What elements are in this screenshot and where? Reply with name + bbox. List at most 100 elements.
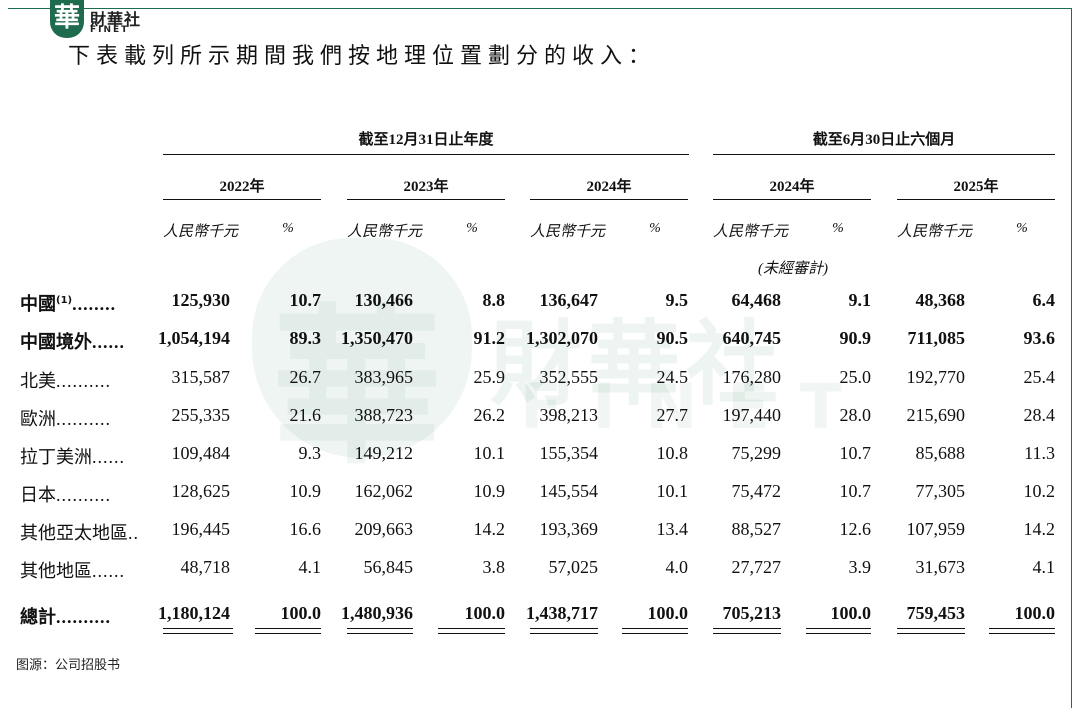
total-double-rule (897, 628, 965, 634)
percent-cell: 24.5 (656, 367, 689, 387)
amount-cell: 711,085 (907, 328, 965, 348)
row-label-text: 日本 (20, 485, 56, 506)
percent-cell: 3.9 (848, 557, 872, 577)
amount-cell: 196,445 (171, 519, 231, 539)
table-row: 中國(1)........ 125,930 10.7 130,466 8.8 136,64… (0, 290, 1080, 320)
total-double-rule (530, 628, 598, 634)
total-double-rule (255, 628, 321, 634)
percent-cell: 4.1 (298, 557, 322, 577)
percent-cell: 25.4 (1023, 367, 1056, 387)
row-label: 其他地區...... (20, 557, 138, 583)
amount-cell: 48,718 (180, 557, 231, 577)
percent-cell: 26.2 (473, 405, 506, 425)
table-row: 中國境外...... 1,054,194 89.3 1,350,470 91.2 1,30… (0, 328, 1080, 358)
page-frame (8, 8, 1072, 708)
percent-cell: 4.0 (665, 557, 689, 577)
percent-cell: 10.7 (839, 481, 872, 501)
percent-cell: 9.5 (665, 290, 689, 310)
row-label-text: 其他亞太地區 (20, 523, 128, 544)
percent-cell: 8.8 (482, 290, 506, 310)
group-header-interim: 截至6月30日止六個月 (812, 132, 956, 148)
amount-cell: 1,480,936 (341, 603, 413, 623)
percent-cell: 27.7 (656, 405, 689, 425)
amount-cell: 48,368 (915, 290, 966, 310)
percent-cell: 10.7 (289, 290, 322, 310)
total-double-rule (806, 628, 871, 634)
year-rule (347, 199, 505, 200)
percent-header: % (466, 221, 478, 236)
unit-header: 人民幣千元 (713, 224, 789, 240)
amount-cell: 398,213 (539, 405, 599, 425)
unit-header: 人民幣千元 (163, 224, 239, 240)
percent-cell: 14.2 (1023, 519, 1056, 539)
leader-dots: .......... (56, 607, 111, 627)
amount-cell: 193,369 (539, 519, 599, 539)
leader-dots: ...... (92, 447, 125, 467)
row-label: 其他亞太地區.. (20, 519, 138, 545)
percent-cell: 16.6 (289, 519, 322, 539)
unit-header: 人民幣千元 (530, 224, 606, 240)
row-label: 北美.......... (20, 367, 138, 393)
watermark-text-cn: 財華社 (490, 311, 785, 418)
amount-cell: 1,302,070 (526, 328, 598, 348)
leader-dots: .. (128, 523, 138, 543)
percent-cell: 12.6 (839, 519, 872, 539)
percent-cell: 11.3 (1024, 443, 1055, 463)
percent-cell: 3.8 (482, 557, 506, 577)
row-label-text: 中國境外 (20, 332, 92, 353)
year-header: 2024年 (769, 179, 815, 195)
percent-cell: 100.0 (280, 603, 322, 623)
percent-cell: 100.0 (464, 603, 506, 623)
group-rule-interim (713, 154, 1055, 155)
percent-cell: 4.1 (1032, 557, 1056, 577)
row-label: 中國境外...... (20, 328, 138, 354)
amount-cell: 209,663 (354, 519, 414, 539)
amount-cell: 640,745 (722, 328, 782, 348)
watermark-seal (252, 238, 472, 458)
amount-cell: 759,453 (906, 603, 966, 623)
total-double-rule (163, 628, 233, 634)
table-row: 歐洲.......... 255,335 21.6 388,723 26.2 398,21… (0, 405, 1080, 435)
percent-cell: 14.2 (473, 519, 506, 539)
total-double-rule (622, 628, 688, 634)
amount-cell: 215,690 (906, 405, 966, 425)
amount-cell: 88,527 (731, 519, 782, 539)
year-rule (897, 199, 1055, 200)
group-rule-annual (163, 154, 689, 155)
row-label-text: 中國 (20, 294, 56, 315)
amount-cell: 383,965 (354, 367, 414, 387)
amount-cell: 77,305 (915, 481, 966, 501)
brand-name-en: FINET (90, 25, 130, 35)
amount-cell: 255,335 (171, 405, 231, 425)
percent-cell: 93.6 (1023, 328, 1056, 348)
percent-cell: 89.3 (289, 328, 322, 348)
amount-cell: 155,354 (539, 443, 599, 463)
percent-cell: 10.9 (289, 481, 322, 501)
row-label-text: 總計 (20, 607, 56, 628)
amount-cell: 27,727 (731, 557, 782, 577)
percent-cell: 10.9 (473, 481, 506, 501)
percent-cell: 28.0 (839, 405, 872, 425)
amount-cell: 705,213 (722, 603, 782, 623)
amount-cell: 192,770 (906, 367, 966, 387)
table-row: 日本.......... 128,625 10.9 162,062 10.9 145,55… (0, 481, 1080, 511)
year-header: 2024年 (586, 179, 632, 195)
footnote-marker: (1) (56, 295, 73, 306)
total-double-rule (347, 628, 413, 634)
percent-cell: 10.1 (656, 481, 689, 501)
percent-cell: 26.7 (289, 367, 322, 387)
amount-cell: 1,180,124 (158, 603, 230, 623)
amount-cell: 125,930 (171, 290, 231, 310)
amount-cell: 128,625 (171, 481, 231, 501)
unit-header: 人民幣千元 (897, 224, 973, 240)
row-label-text: 其他地區 (20, 561, 92, 582)
amount-cell: 1,350,470 (341, 328, 413, 348)
amount-cell: 162,062 (354, 481, 414, 501)
year-header: 2022年 (219, 179, 265, 195)
percent-cell: 90.9 (839, 328, 872, 348)
amount-cell: 197,440 (722, 405, 782, 425)
leader-dots: ...... (92, 332, 125, 352)
amount-cell: 352,555 (539, 367, 599, 387)
percent-cell: 100.0 (1014, 603, 1056, 623)
row-label-text: 北美 (20, 371, 56, 392)
